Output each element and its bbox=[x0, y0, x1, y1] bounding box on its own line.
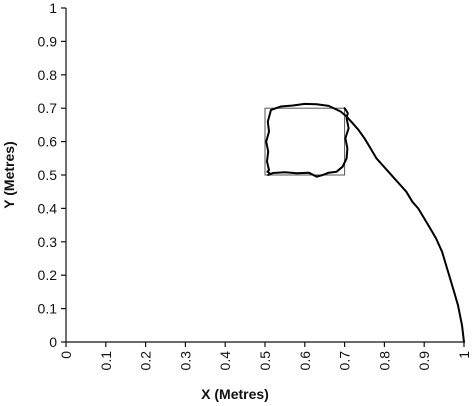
x-tick-label: 0.8 bbox=[376, 351, 392, 371]
y-tick-label: 0.8 bbox=[38, 67, 58, 83]
y-axis-ticks: 0 0.1 0.2 0.3 0.4 0.5 0.6 0.7 0.8 0.9 1 bbox=[38, 0, 66, 350]
y-axis-title: Y (Metres) bbox=[1, 141, 17, 208]
y-tick-label: 0.6 bbox=[38, 134, 58, 150]
y-tick-label: 0.7 bbox=[38, 100, 58, 116]
x-tick-label: 0.4 bbox=[217, 351, 233, 371]
x-tick-label: 0.7 bbox=[337, 351, 353, 371]
y-tick-label: 0.3 bbox=[38, 234, 58, 250]
x-tick-label: 0 bbox=[58, 351, 74, 359]
x-tick-label: 0.6 bbox=[297, 351, 313, 371]
x-tick-label: 0.3 bbox=[177, 351, 193, 371]
x-tick-label: 1 bbox=[456, 351, 472, 359]
x-axis-ticks: 0 0.1 0.2 0.3 0.4 0.5 0.6 0.7 0.8 0.9 1 bbox=[58, 342, 472, 370]
x-axis-title: X (Metres) bbox=[201, 386, 269, 402]
y-tick-label: 0.1 bbox=[38, 301, 58, 317]
x-tick-label: 0.2 bbox=[138, 351, 154, 371]
y-tick-label: 0.5 bbox=[38, 167, 58, 183]
y-tick-label: 0.9 bbox=[38, 33, 58, 49]
y-tick-label: 0.2 bbox=[38, 267, 58, 283]
y-tick-label: 0.4 bbox=[38, 200, 58, 216]
x-tick-label: 0.9 bbox=[416, 351, 432, 371]
y-tick-label: 0 bbox=[49, 334, 57, 350]
x-tick-label: 0.1 bbox=[98, 351, 114, 371]
y-tick-label: 1 bbox=[49, 0, 57, 16]
series-line bbox=[265, 102, 465, 343]
x-tick-label: 0.5 bbox=[257, 351, 273, 371]
reference-square bbox=[264, 107, 346, 176]
